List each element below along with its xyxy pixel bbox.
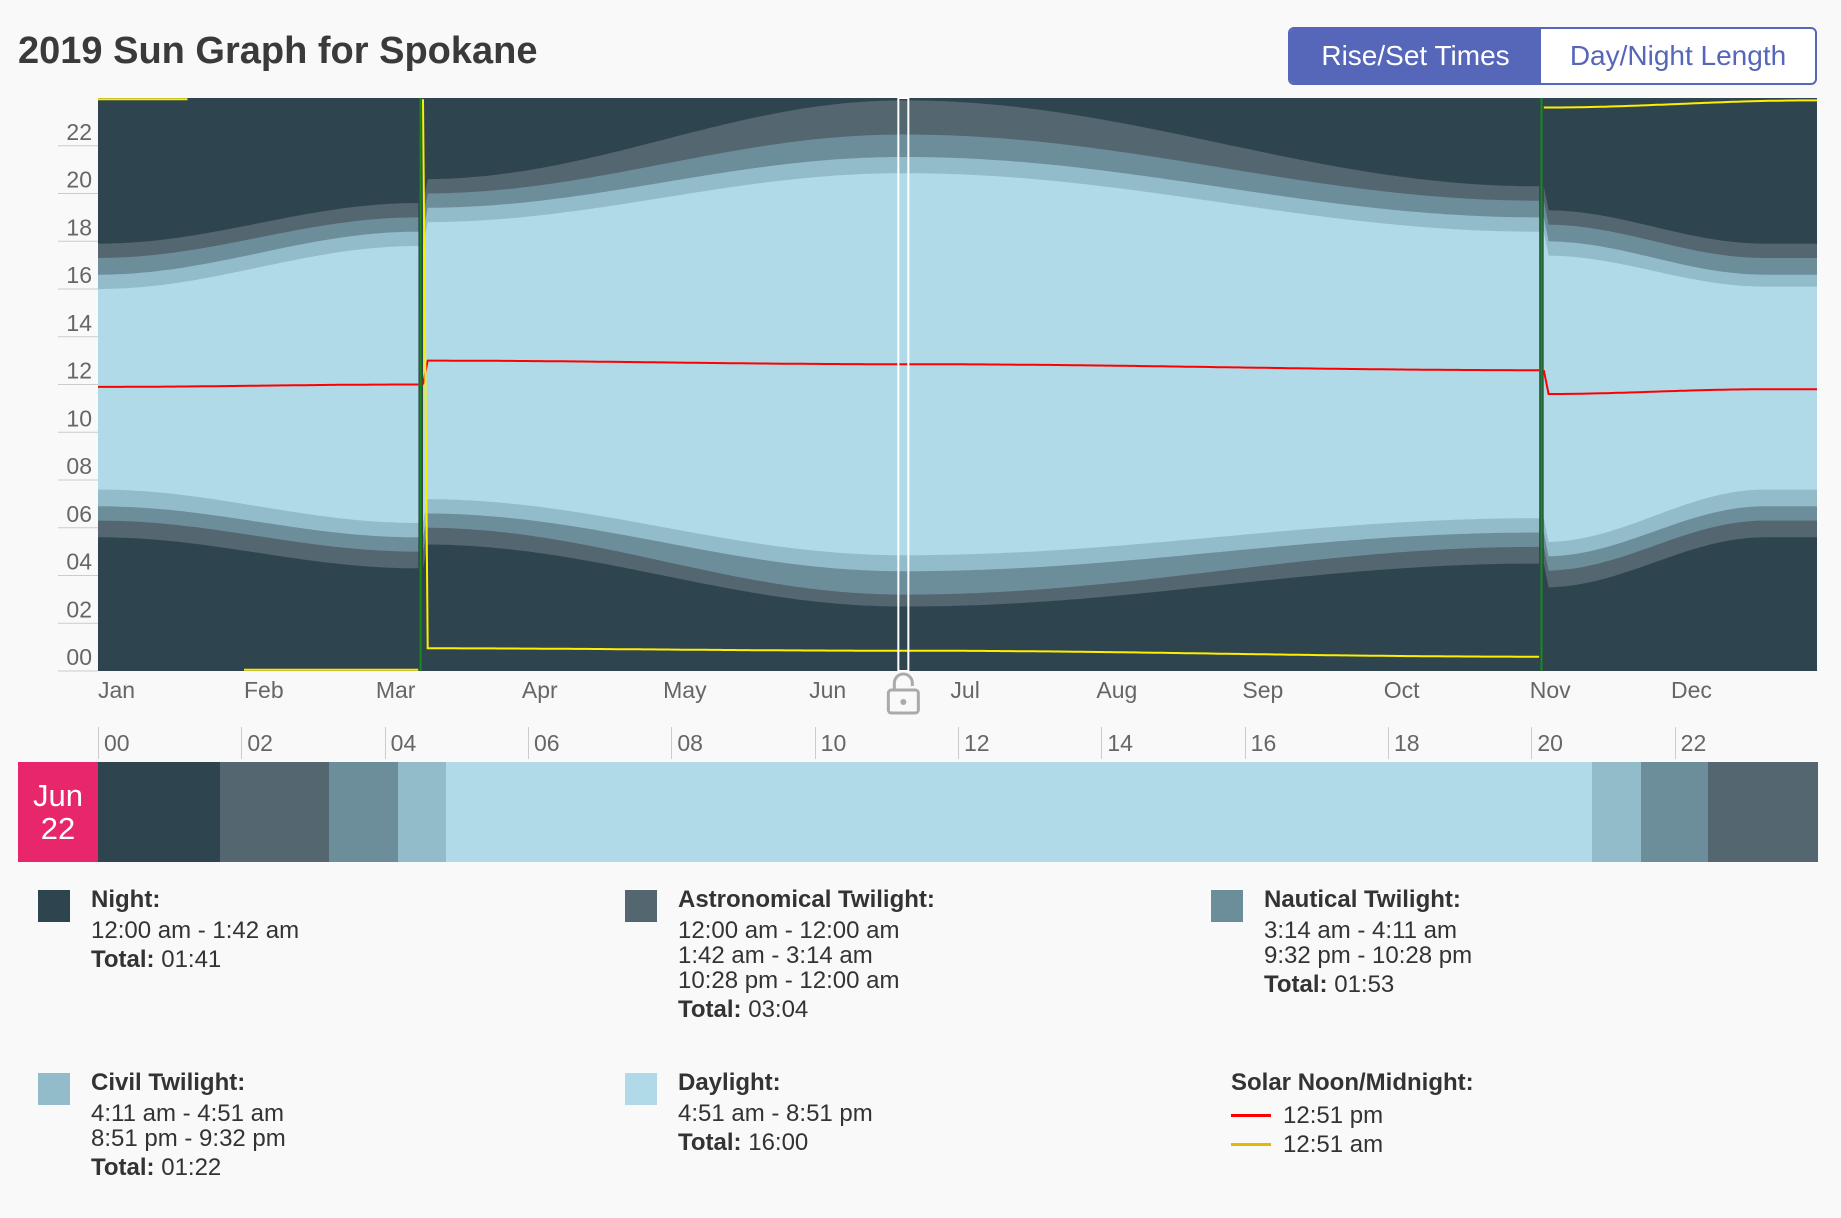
hour-scale-tick: 12 <box>958 727 990 759</box>
y-tick-label: 18 <box>66 214 92 240</box>
legend-daylight-title: Daylight: <box>678 1069 781 1096</box>
selected-date-badge: Jun 22 <box>18 762 98 862</box>
y-tick-label: 20 <box>66 167 92 193</box>
y-tick-label: 08 <box>66 453 92 479</box>
legend-nautical-total-label: Total: <box>1264 971 1328 998</box>
selected-date-month: Jun <box>33 778 83 813</box>
selected-day-marker <box>897 97 910 672</box>
solar-noon-line-swatch <box>1231 1114 1271 1117</box>
lock-shackle <box>892 672 914 690</box>
unlock-icon[interactable] <box>886 672 920 715</box>
civil-segment <box>397 762 446 862</box>
legend-astronomical-total-label: Total: <box>678 996 742 1023</box>
y-tick-label: 14 <box>66 310 92 336</box>
civil-segment <box>1592 762 1641 862</box>
legend-night-total: 01:41 <box>161 946 222 973</box>
y-tick-label: 04 <box>66 549 92 575</box>
legend-daylight-total: 16:00 <box>748 1129 809 1156</box>
solar-midnight-line-summer <box>422 99 1540 658</box>
solar-noon-line <box>98 359 1817 395</box>
x-tick-label: Apr <box>522 677 558 703</box>
legend-daylight-range: 4:51 am - 8:51 pm <box>678 1100 873 1127</box>
daylight-segment <box>445 762 1593 862</box>
selected-date-day: 22 <box>40 811 76 846</box>
y-tick-label: 00 <box>66 644 92 670</box>
legend-civil-total: 01:22 <box>161 1154 222 1181</box>
hour-scale-tick: 04 <box>384 727 416 759</box>
legend-astronomical-range: 10:28 pm - 12:00 am <box>678 967 900 994</box>
y-tick-label: 16 <box>66 262 92 288</box>
lock-body <box>886 688 920 715</box>
solar-midnight-line-winter <box>1543 99 1817 109</box>
x-tick-label: Jan <box>98 677 135 703</box>
selected-day-timeline[interactable] <box>98 762 1818 862</box>
y-tick-label: 06 <box>66 501 92 527</box>
civil-swatch <box>38 1073 70 1105</box>
astronomical-segment <box>1708 762 1818 862</box>
hour-scale-tick: 06 <box>528 727 560 759</box>
legend-nautical-total: 01:53 <box>1334 971 1395 998</box>
legend-astronomical-total: 03:04 <box>748 996 809 1023</box>
day-hour-scale: 00 02 04 06 08 10 12 14 16 18 20 22 <box>98 727 1818 759</box>
legend-nautical-range: 3:14 am - 4:11 am <box>1264 917 1457 944</box>
legend-night-title: Night: <box>91 886 161 913</box>
x-tick-label: Jun <box>809 677 846 703</box>
legend-night-range: 12:00 am - 1:42 am <box>91 917 300 944</box>
x-tick-label: Mar <box>376 677 416 703</box>
hour-scale-tick: 14 <box>1101 727 1133 759</box>
legend-nautical-range: 9:32 pm - 10:28 pm <box>1264 942 1473 969</box>
y-tick-label: 22 <box>66 119 92 145</box>
astronomical-swatch <box>625 890 657 922</box>
legend-astronomical-title: Astronomical Twilight: <box>678 886 935 913</box>
daylight-swatch <box>625 1073 657 1105</box>
hour-scale-tick: 20 <box>1531 727 1563 759</box>
night-segment <box>98 762 220 862</box>
x-tick-label: Dec <box>1671 677 1712 703</box>
solar-midnight-line-swatch <box>1231 1143 1271 1146</box>
legend-daylight-total-label: Total: <box>678 1129 742 1156</box>
page-title: 2019 Sun Graph for Spokane <box>18 30 538 72</box>
hour-scale-tick: 10 <box>814 727 846 759</box>
legend-night-total-label: Total: <box>91 946 155 973</box>
y-tick-label: 12 <box>66 358 92 384</box>
legend-astronomical-range: 1:42 am - 3:14 am <box>678 942 873 969</box>
x-tick-label: Feb <box>244 677 284 703</box>
nautical-segment <box>1640 762 1709 862</box>
hour-scale-tick: 22 <box>1674 727 1706 759</box>
legend-solar-midnight: 12:51 am <box>1283 1130 1384 1158</box>
hour-scale-tick: 08 <box>671 727 703 759</box>
hour-scale-tick: 00 <box>98 727 130 759</box>
legend-astronomical-range: 12:00 am - 12:00 am <box>678 917 900 944</box>
view-toggle: Rise/Set Times Day/Night Length <box>1288 27 1817 85</box>
x-tick-label: Sep <box>1242 677 1283 703</box>
nautical-swatch <box>1211 890 1243 922</box>
legend-civil-range: 4:11 am - 4:51 am <box>91 1100 284 1127</box>
lock-keyhole <box>900 699 907 705</box>
x-tick-label: Oct <box>1384 677 1420 703</box>
x-tick-label: Nov <box>1530 677 1571 703</box>
legend-nautical-title: Nautical Twilight: <box>1264 886 1461 913</box>
legend-civil-range: 8:51 pm - 9:32 pm <box>91 1125 286 1152</box>
tab-rise-set-times[interactable]: Rise/Set Times <box>1290 29 1541 83</box>
hour-scale-tick: 18 <box>1388 727 1420 759</box>
legend-solar-title: Solar Noon/Midnight: <box>1231 1069 1474 1096</box>
nautical-segment <box>329 762 398 862</box>
night-swatch <box>38 890 70 922</box>
legend-civil-total-label: Total: <box>91 1154 155 1181</box>
y-tick-label: 10 <box>66 405 92 431</box>
hour-scale-tick: 02 <box>241 727 273 759</box>
hour-scale-tick: 16 <box>1244 727 1276 759</box>
x-tick-label: Aug <box>1096 677 1137 703</box>
x-tick-label: Jul <box>950 677 979 703</box>
legend-solar-noon: 12:51 pm <box>1283 1101 1384 1129</box>
x-tick-label: May <box>663 677 707 703</box>
legend-solar-noon-midnight: Solar Noon/Midnight: 12:51 pm 12:51 am <box>1231 1065 1474 1159</box>
astronomical-segment <box>219 762 330 862</box>
y-tick-label: 02 <box>66 596 92 622</box>
tab-day-night-length[interactable]: Day/Night Length <box>1569 40 1787 71</box>
sun-graph-chart[interactable]: 00 02 04 06 08 10 12 14 16 18 20 22 Jan Feb Mar Apr May J… <box>0 0 1841 730</box>
legend-civil-title: Civil Twilight: <box>91 1069 246 1096</box>
